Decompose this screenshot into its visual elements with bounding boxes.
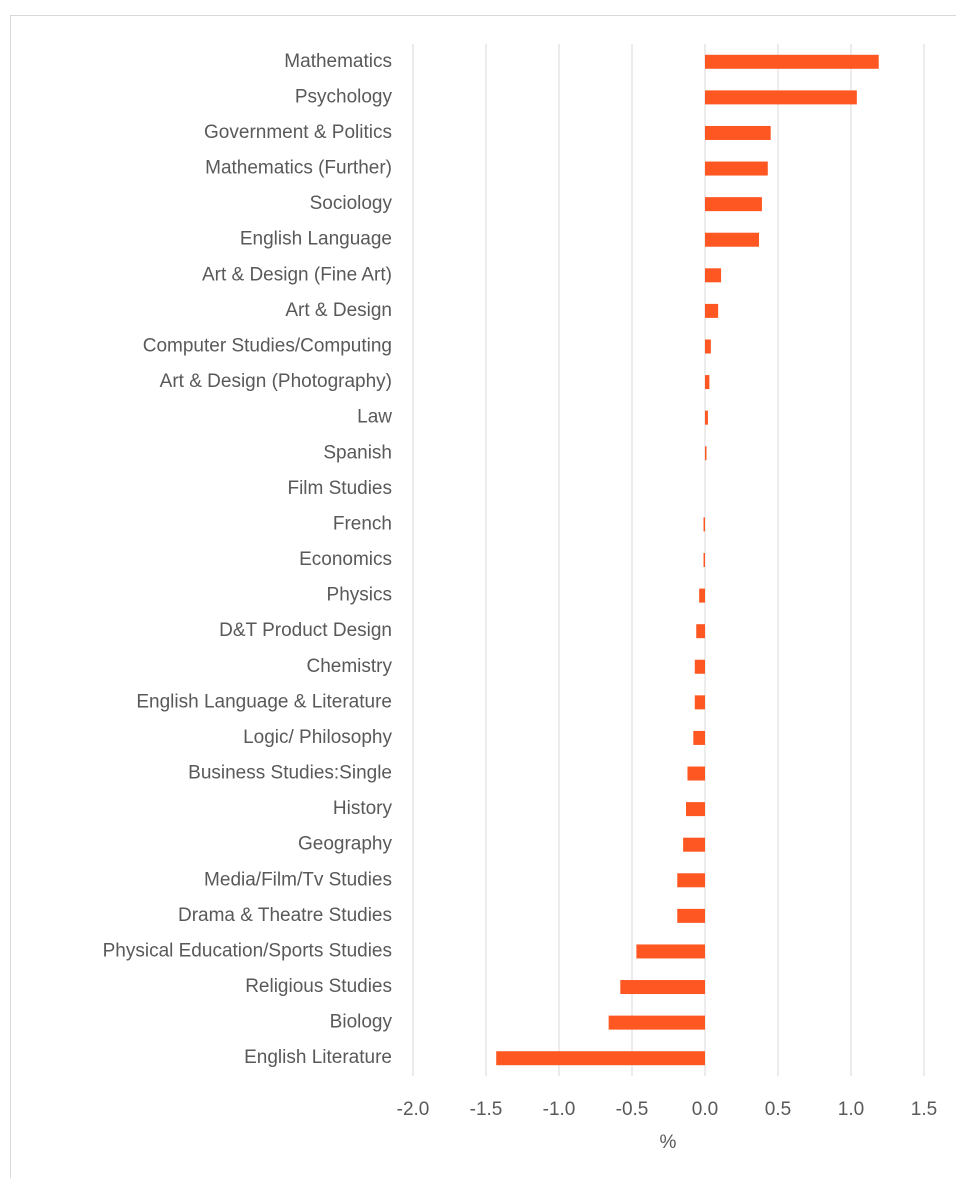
bar bbox=[705, 232, 760, 247]
y-tick-label: Religious Studies bbox=[245, 976, 392, 997]
x-tick-label: 1.0 bbox=[838, 1099, 864, 1120]
y-tick-label: Physics bbox=[327, 585, 392, 606]
bar bbox=[705, 446, 707, 461]
y-tick-label: English Language & Literature bbox=[136, 691, 392, 712]
bar bbox=[694, 659, 705, 674]
y-tick-label: Media/Film/Tv Studies bbox=[204, 869, 392, 890]
bar bbox=[705, 90, 857, 105]
bar bbox=[705, 197, 762, 212]
bar bbox=[620, 980, 705, 995]
bar bbox=[699, 588, 705, 603]
bar bbox=[636, 944, 705, 959]
bar bbox=[496, 1051, 705, 1066]
y-tick-label: Drama & Theatre Studies bbox=[178, 905, 392, 926]
bar bbox=[687, 766, 705, 781]
x-tick-label: -0.5 bbox=[616, 1099, 649, 1120]
bar bbox=[694, 695, 705, 710]
y-tick-label: History bbox=[333, 798, 393, 819]
bar bbox=[705, 268, 722, 283]
bar bbox=[677, 908, 705, 923]
y-tick-label: D&T Product Design bbox=[219, 620, 392, 641]
y-tick-label: Mathematics bbox=[284, 51, 392, 72]
bar bbox=[683, 837, 705, 852]
bar bbox=[705, 339, 711, 354]
bar bbox=[696, 624, 705, 639]
y-tick-label: Economics bbox=[299, 549, 392, 570]
y-tick-label: Art & Design (Fine Art) bbox=[202, 264, 392, 285]
y-tick-label: Art & Design (Photography) bbox=[160, 371, 392, 392]
bar bbox=[686, 802, 705, 817]
x-tick-label: -1.0 bbox=[543, 1099, 576, 1120]
bar bbox=[703, 517, 705, 532]
bar bbox=[705, 410, 708, 425]
y-tick-label: Biology bbox=[330, 1012, 393, 1033]
y-tick-label: Sociology bbox=[310, 193, 393, 214]
y-tick-label: Physical Education/Sports Studies bbox=[103, 940, 392, 961]
x-tick-label: 1.5 bbox=[911, 1099, 937, 1120]
bar bbox=[693, 730, 705, 745]
y-tick-label: Government & Politics bbox=[204, 122, 392, 143]
x-tick-label: -1.5 bbox=[470, 1099, 503, 1120]
y-tick-label: Geography bbox=[298, 834, 393, 855]
y-tick-label: English Language bbox=[240, 229, 392, 250]
x-tick-label: 0.5 bbox=[765, 1099, 791, 1120]
y-tick-label: Computer Studies/Computing bbox=[143, 335, 392, 356]
y-tick-label: Art & Design bbox=[285, 300, 392, 321]
y-tick-label: Law bbox=[357, 407, 392, 428]
y-tick-label: Chemistry bbox=[306, 656, 392, 677]
bar bbox=[705, 54, 879, 69]
y-tick-label: French bbox=[333, 513, 392, 534]
bar bbox=[608, 1015, 705, 1030]
x-axis-label: % bbox=[660, 1132, 677, 1153]
y-tick-label: Psychology bbox=[295, 86, 393, 107]
bar bbox=[705, 375, 710, 390]
bar bbox=[677, 873, 705, 888]
x-tick-label: -2.0 bbox=[397, 1099, 430, 1120]
chart-border bbox=[10, 15, 956, 1178]
y-tick-label: Spanish bbox=[323, 442, 392, 463]
y-tick-label: Logic/ Philosophy bbox=[243, 727, 392, 748]
y-tick-label: Business Studies:Single bbox=[188, 763, 392, 784]
bar bbox=[703, 553, 705, 567]
bar bbox=[705, 161, 768, 176]
bar bbox=[705, 125, 771, 140]
bar bbox=[705, 303, 719, 318]
y-tick-label: English Literature bbox=[244, 1047, 392, 1068]
y-tick-label: Mathematics (Further) bbox=[205, 158, 392, 179]
x-tick-label: 0.0 bbox=[692, 1099, 718, 1120]
y-tick-label: Film Studies bbox=[287, 478, 392, 499]
